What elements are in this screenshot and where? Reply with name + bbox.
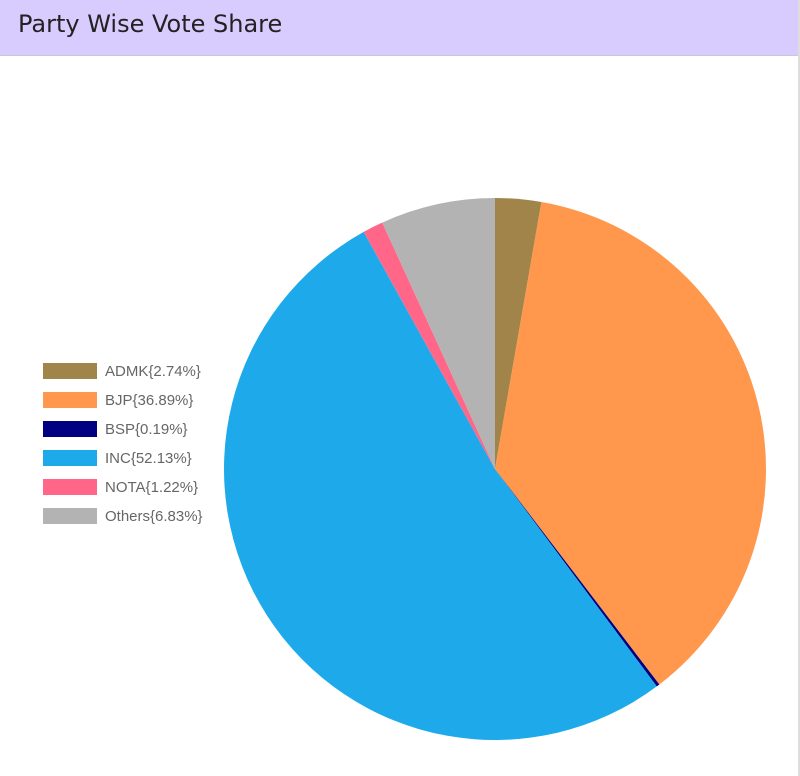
pie-slice: [495, 198, 542, 469]
legend-label: NOTA{1.22%}: [105, 479, 198, 496]
legend-swatch: [43, 363, 97, 379]
legend-label: INC{52.13%}: [105, 450, 192, 467]
header: Party Wise Vote Share: [0, 0, 798, 56]
chart: ADMK{2.74%} BJP{36.89%} BSP{0.19%} INC{52.1…: [43, 198, 767, 740]
legend-swatch: [43, 508, 97, 524]
legend-swatch: [43, 421, 97, 437]
legend-swatch: [43, 450, 97, 466]
pie-slice: [363, 222, 495, 469]
legend-swatch: [43, 392, 97, 408]
legend-label: BJP{36.89%}: [105, 392, 193, 409]
pie-slice: [382, 198, 495, 469]
pie-slice: [224, 231, 657, 740]
pie-slice: [495, 202, 767, 685]
pie-slice: [495, 469, 660, 687]
legend-label: BSP{0.19%}: [105, 421, 188, 438]
legend-label: ADMK{2.74%}: [105, 363, 201, 380]
legend-label: Others{6.83%}: [105, 508, 203, 525]
legend-swatch: [43, 479, 97, 495]
chart-title: Party Wise Vote Share: [18, 10, 283, 38]
